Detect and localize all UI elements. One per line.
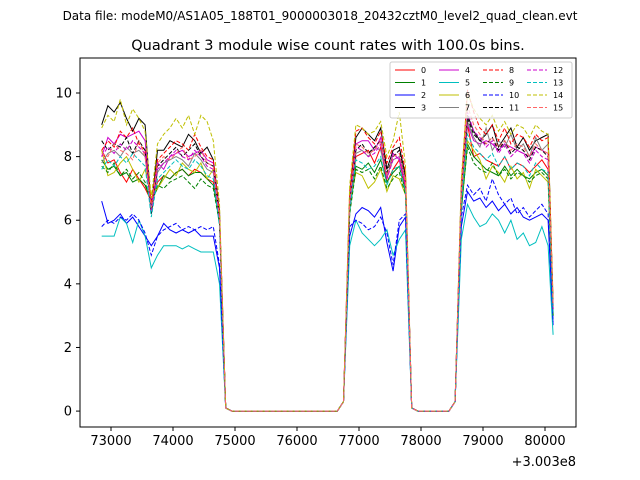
series-line-4 — [101, 124, 554, 412]
legend-label-15: 15 — [553, 104, 563, 113]
y-tick-label: 6 — [64, 214, 72, 229]
y-tick-label: 8 — [64, 150, 72, 165]
x-tick-label: 73000 — [90, 434, 131, 449]
series-line-6 — [101, 139, 554, 412]
series-line-10 — [101, 177, 554, 412]
legend-label-0: 0 — [421, 66, 426, 75]
y-tick-label: 4 — [64, 277, 72, 292]
x-tick-label: 76000 — [276, 434, 317, 449]
series-line-9 — [101, 146, 554, 412]
series-line-5 — [101, 202, 554, 412]
x-tick-label: 80000 — [524, 434, 565, 449]
series-line-0 — [101, 124, 554, 412]
legend-label-2: 2 — [421, 91, 426, 100]
y-tick-label: 0 — [64, 405, 72, 420]
suptitle: Data file: modeM0/AS1A05_188T01_90000030… — [63, 9, 578, 23]
series-line-7 — [101, 121, 554, 412]
legend-label-8: 8 — [509, 66, 514, 75]
x-tick-label: 74000 — [152, 434, 193, 449]
x-tick-label: 75000 — [214, 434, 255, 449]
axis-ticks: 73000 74000 75000 76000 77000 78000 79000 80000… — [55, 86, 565, 449]
legend-label-4: 4 — [465, 66, 470, 75]
legend-label-5: 5 — [465, 79, 470, 88]
chart-title: Quadrant 3 module wise count rates with … — [131, 38, 525, 54]
y-tick-label: 2 — [64, 341, 72, 356]
series-line-8 — [101, 89, 554, 412]
legend-label-1: 1 — [421, 79, 426, 88]
series-line-3 — [101, 101, 554, 412]
legend-label-3: 3 — [421, 104, 426, 113]
legend-label-13: 13 — [553, 79, 563, 88]
x-tick-label: 78000 — [400, 434, 441, 449]
legend-box — [389, 61, 573, 119]
x-tick-label: 77000 — [338, 434, 379, 449]
x-offset-label: +3.003e8 — [512, 455, 576, 470]
plot-area — [101, 89, 554, 412]
axes-frame — [79, 57, 577, 428]
legend-label-11: 11 — [509, 104, 519, 113]
series-line-11 — [101, 118, 554, 412]
legend-label-7: 7 — [465, 104, 470, 113]
y-tick-label: 10 — [55, 86, 72, 101]
series-line-2 — [101, 190, 554, 412]
legend-label-6: 6 — [465, 91, 470, 100]
x-tick-label: 79000 — [462, 434, 503, 449]
series-line-1 — [101, 142, 554, 412]
legend-label-9: 9 — [509, 79, 514, 88]
legend-label-14: 14 — [553, 91, 563, 100]
series-line-15 — [101, 105, 554, 412]
legend-label-10: 10 — [509, 91, 519, 100]
legend-label-12: 12 — [553, 66, 563, 75]
series-line-12 — [101, 111, 554, 412]
